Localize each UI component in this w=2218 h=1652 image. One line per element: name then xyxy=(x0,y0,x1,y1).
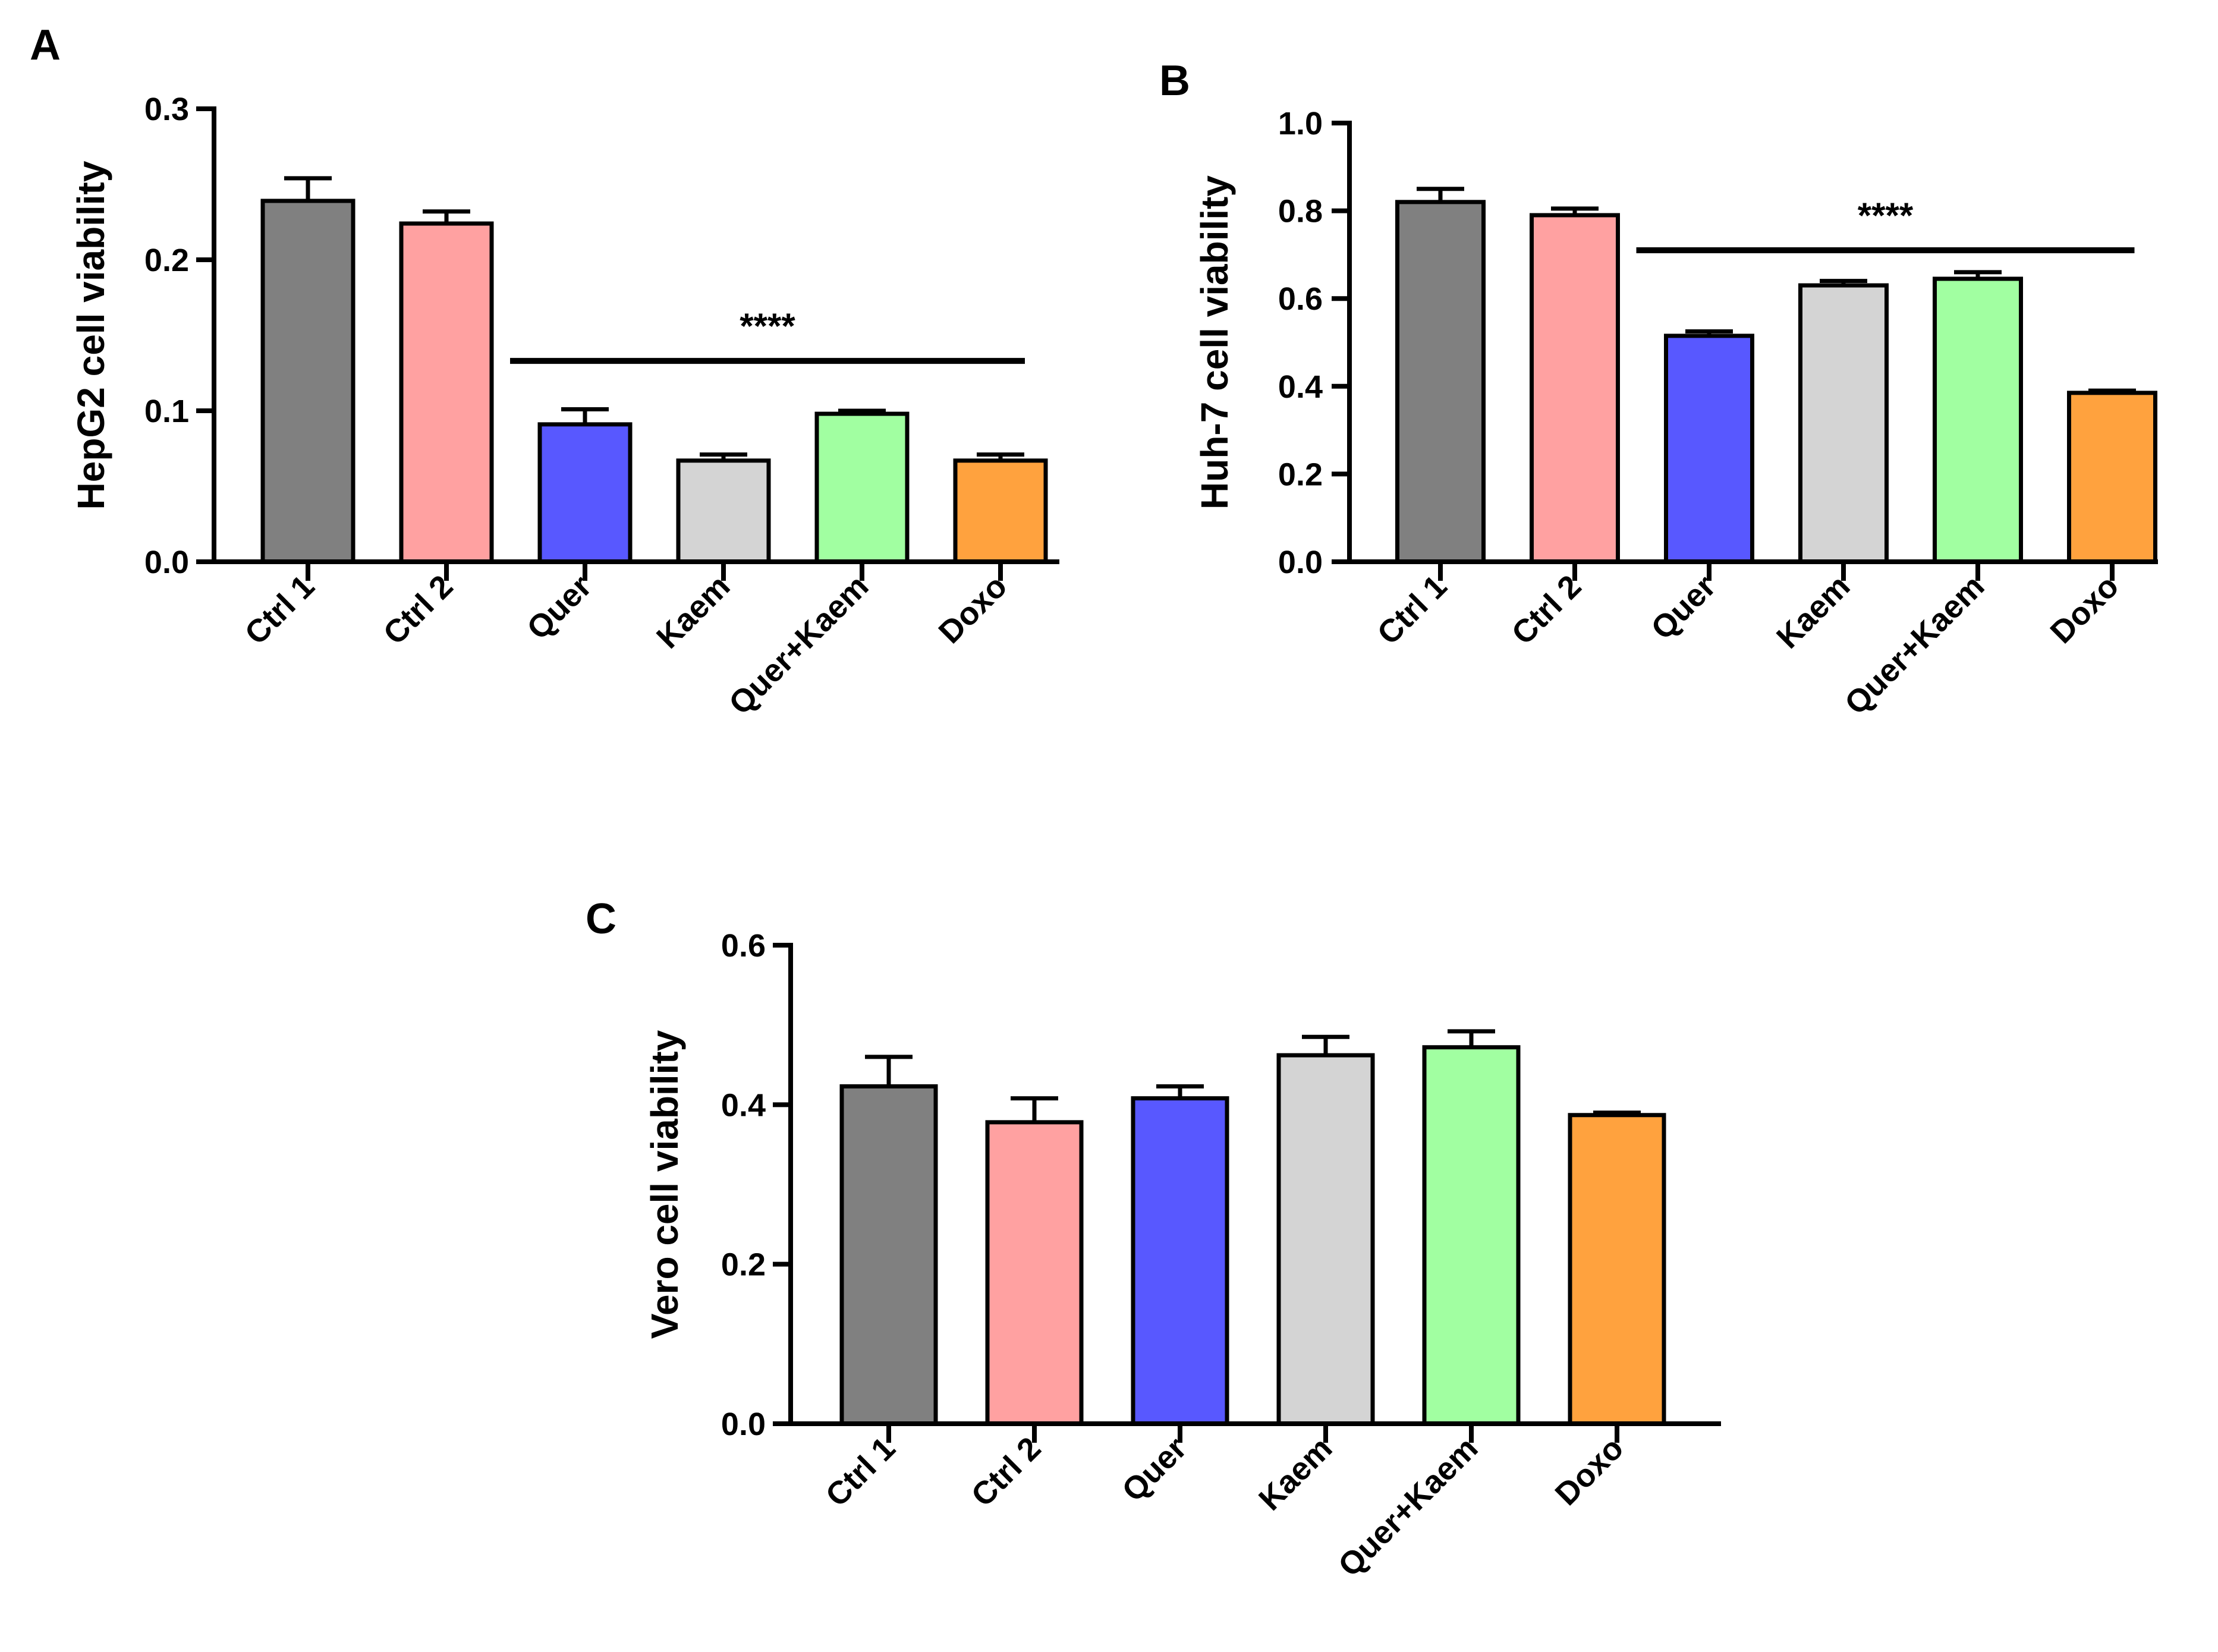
significance-label: **** xyxy=(740,306,795,346)
x-tick-label: Kaem xyxy=(1770,568,1857,655)
x-tick-label: Quer+Kaem xyxy=(722,568,876,722)
bar-quer xyxy=(1664,333,1754,564)
bar-ctrl-1 xyxy=(260,199,355,564)
y-tick-label: 0.3 xyxy=(144,92,189,127)
y-tick-label: 0.8 xyxy=(1278,194,1323,229)
y-tick-label: 1.0 xyxy=(1278,106,1323,141)
bar-kaem xyxy=(676,458,771,564)
y-tick-label: 0.0 xyxy=(144,545,189,580)
x-tick-label: Ctrl 1 xyxy=(1370,568,1454,652)
bar-ctrl-1 xyxy=(1395,200,1486,564)
chart-panel-a: A HepG2 cell viability 0.0 0.1 0.2 0.3 Ctrl 1 C… xyxy=(30,21,1059,722)
bar-doxo xyxy=(2067,391,2157,564)
x-tick-label: Kaem xyxy=(1252,1430,1339,1517)
panel-label: A xyxy=(30,21,61,69)
y-tick-label: 0.2 xyxy=(1278,457,1323,492)
bar-doxo xyxy=(953,458,1048,564)
y-axis-label: Huh-7 cell viability xyxy=(1193,175,1236,509)
bar-ctrl-2 xyxy=(1530,213,1620,564)
bar-ctrl-2 xyxy=(399,221,494,564)
x-tick-label: Kaem xyxy=(650,568,737,655)
bar-kaem xyxy=(1276,1053,1375,1426)
bar-quer xyxy=(1131,1096,1229,1426)
bar-doxo xyxy=(1568,1113,1666,1426)
bar-ctrl-1 xyxy=(839,1084,938,1426)
x-tick-label: Ctrl 1 xyxy=(819,1430,902,1513)
y-tick-label: 0.6 xyxy=(721,928,766,964)
panel-label: C xyxy=(586,895,616,943)
y-tick-label: 0.4 xyxy=(721,1087,766,1123)
bar-quer-kaem xyxy=(1422,1045,1521,1426)
y-axis-label: Vero cell viability xyxy=(643,1030,686,1339)
significance-label: **** xyxy=(1858,196,1914,235)
bar-quer xyxy=(537,422,633,564)
x-tick-label: Quer+Kaem xyxy=(1332,1430,1485,1584)
y-tick-label: 0.2 xyxy=(721,1247,766,1283)
x-tick-label: Ctrl 2 xyxy=(376,568,460,652)
y-tick-label: 0.0 xyxy=(1278,545,1323,580)
x-tick-label: Ctrl 1 xyxy=(238,568,321,652)
panel-label: B xyxy=(1159,57,1190,105)
x-tick-label: Ctrl 2 xyxy=(1505,568,1588,652)
x-tick-label: Quer+Kaem xyxy=(1838,568,1992,722)
bar-quer-kaem xyxy=(814,411,910,564)
y-tick-label: 0.4 xyxy=(1278,369,1323,405)
y-tick-label: 0.2 xyxy=(144,243,189,278)
y-tick-label: 0.0 xyxy=(721,1406,766,1442)
bar-kaem xyxy=(1798,283,1889,564)
chart-panel-b: B Huh-7 cell viability 0.0 0.2 0.4 0.6 0.8 1.0 C… xyxy=(1159,57,2158,722)
bar-ctrl-2 xyxy=(985,1120,1084,1426)
bar-quer-kaem xyxy=(1933,276,2023,564)
x-tick-label: Ctrl 2 xyxy=(964,1430,1047,1513)
chart-panel-c: C Vero cell viability 0.0 0.2 0.4 0.6 Ctrl 1 Ct… xyxy=(586,895,1721,1584)
y-axis-label: HepG2 cell viability xyxy=(70,161,112,509)
y-tick-label: 0.1 xyxy=(144,394,189,429)
y-tick-label: 0.6 xyxy=(1278,281,1323,317)
